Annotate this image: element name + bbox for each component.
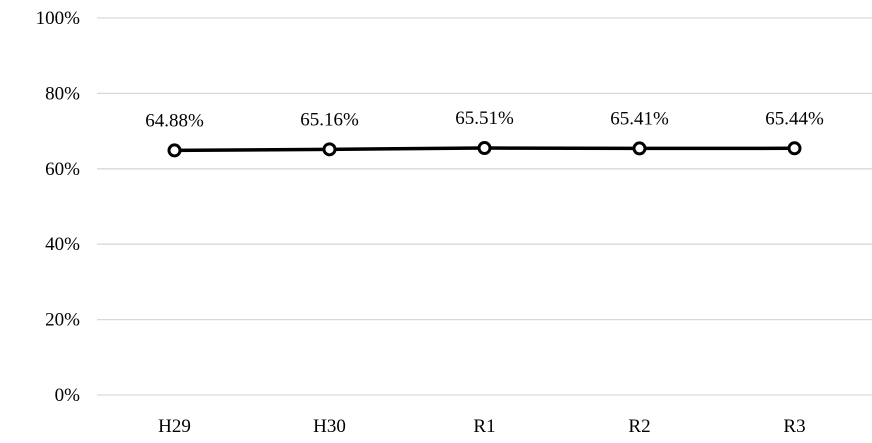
data-label: 64.88% — [145, 110, 204, 131]
y-tick-label: 0% — [55, 385, 81, 406]
data-label: 65.16% — [300, 109, 359, 130]
data-point-marker — [477, 141, 492, 156]
data-label: 65.41% — [610, 108, 669, 129]
data-point-marker — [787, 141, 802, 156]
y-tick-label: 100% — [36, 8, 81, 29]
x-tick-label: H30 — [313, 416, 346, 437]
y-tick-label: 80% — [45, 83, 80, 104]
x-tick-label: R1 — [473, 416, 495, 437]
y-tick-label: 60% — [45, 159, 80, 180]
data-label: 65.44% — [765, 108, 824, 129]
x-tick-label: H29 — [158, 416, 191, 437]
x-axis-tick-labels: H29 H30 R1 R2 R3 — [158, 416, 805, 437]
data-point-marker — [167, 143, 182, 158]
series-line — [167, 141, 802, 158]
data-labels: 64.88% 65.16% 65.51% 65.41% 65.44% — [145, 108, 824, 131]
y-tick-label: 20% — [45, 310, 80, 331]
data-point-marker — [632, 141, 647, 156]
data-label: 65.51% — [455, 108, 514, 129]
x-tick-label: R2 — [628, 416, 650, 437]
gridlines — [97, 17, 872, 396]
x-tick-label: R3 — [783, 416, 805, 437]
y-axis-tick-labels: 0% 20% 40% 60% 80% 100% — [36, 8, 81, 406]
data-point-marker — [322, 142, 337, 157]
y-tick-label: 40% — [45, 234, 80, 255]
